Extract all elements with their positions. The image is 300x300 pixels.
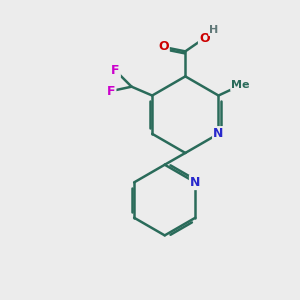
Text: H: H <box>209 25 218 35</box>
Text: O: O <box>158 40 169 53</box>
Text: F: F <box>107 85 115 98</box>
Text: N: N <box>213 127 224 140</box>
Text: O: O <box>199 32 210 45</box>
Text: F: F <box>111 64 120 77</box>
Text: Me: Me <box>231 80 250 90</box>
Text: N: N <box>190 176 200 189</box>
